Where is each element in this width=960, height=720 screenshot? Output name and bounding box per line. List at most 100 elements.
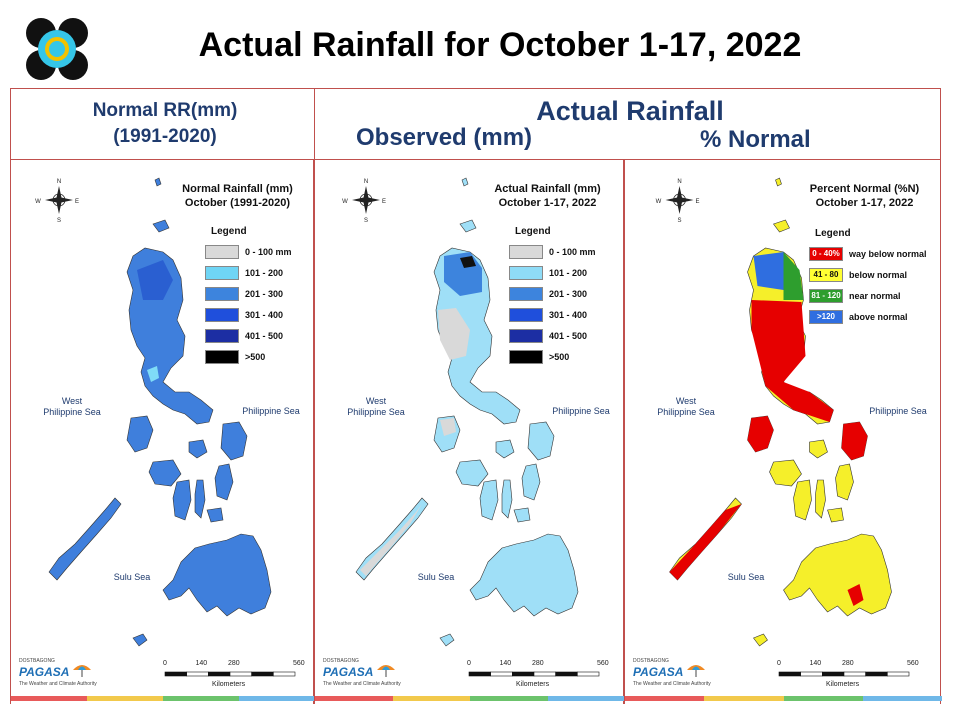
island-mindoro: [126, 415, 154, 453]
legend-title: Legend: [815, 228, 851, 239]
shade-dry-mindoro: [440, 418, 456, 436]
philippines-map: N S E W: [656, 177, 892, 647]
legend-item: >500: [205, 347, 265, 367]
compass-n: N: [677, 179, 681, 185]
legend-swatch: [509, 287, 543, 301]
legend-swatch: [509, 266, 543, 280]
island-samar: [527, 421, 555, 461]
scale-unit-label: Kilometers: [212, 681, 246, 688]
legend-item: 301 - 400: [205, 305, 283, 325]
legend-title: Legend: [515, 226, 551, 237]
sea-label-south: Sulu Sea: [113, 572, 151, 582]
shade-dry-luzon: [438, 308, 470, 360]
color-bar-segment: [11, 696, 87, 701]
compass-w: W: [35, 199, 41, 205]
sea-label-south: Sulu Sea: [727, 572, 765, 582]
scale-tick-label: 560: [293, 660, 305, 667]
island-negros: [172, 479, 192, 521]
shade-way-below-mindoro: [747, 416, 774, 452]
shade-max: [460, 256, 476, 268]
compass-n: N: [364, 179, 368, 185]
legend-swatch: [205, 308, 239, 322]
umbrella-icon: [73, 665, 91, 677]
compass-rose-icon: N S E W: [656, 179, 700, 224]
color-bar-segment: [625, 696, 705, 701]
island-panay: [455, 459, 489, 487]
footer-color-bar: [315, 696, 625, 701]
color-bar-segment: [392, 696, 470, 701]
scale-tick-label: 0: [777, 660, 781, 667]
compass-s: S: [364, 218, 368, 224]
legend-item: 201 - 300: [509, 284, 587, 304]
legend-item: >500: [509, 347, 569, 367]
island-leyte: [214, 463, 234, 501]
compass-e: E: [695, 199, 699, 205]
map-title-line1: Normal Rainfall (mm): [182, 183, 293, 195]
sea-label-west: West Philippine Sea: [43, 396, 101, 417]
island-panay: [148, 459, 182, 487]
dost-label: DOST: [323, 658, 337, 664]
legend-label: 401 - 500: [245, 331, 284, 341]
legend-item: 401 - 500: [205, 326, 283, 346]
island-batanes: [775, 177, 782, 187]
sea-label-south: Sulu Sea: [417, 572, 455, 582]
legend-label: near normal: [849, 291, 901, 301]
bagong-label: BAGONG: [647, 658, 669, 664]
island-cebu: [501, 479, 513, 519]
island-cebu: [194, 479, 206, 519]
legend-swatch: [509, 308, 543, 322]
island-sulu: [439, 633, 455, 647]
compass-w: W: [656, 199, 662, 205]
island-bohol: [206, 507, 224, 523]
legend-label: below normal: [849, 270, 908, 280]
legend-label: 201 - 300: [549, 289, 588, 299]
legend-swatch: [205, 266, 239, 280]
map-panel-observed: N S E W Actual Rainfall (mm) October 1-17, 20…: [314, 160, 625, 704]
color-bar-segment: [470, 696, 548, 701]
scale-tick-label: 280: [532, 660, 544, 667]
island-samar: [220, 421, 248, 461]
map-title-line2: October 1-17, 2022: [815, 197, 914, 209]
color-bar-segment: [315, 696, 393, 701]
legend-swatch: 81 - 120: [809, 289, 843, 303]
scale-bar: [164, 671, 296, 677]
bagong-label: BAGONG: [337, 658, 359, 664]
legend-item: >120 above normal: [809, 307, 908, 327]
scale-unit-label: Kilometers: [516, 681, 550, 688]
color-bar-segment: [163, 696, 239, 701]
legend-swatch: [205, 287, 239, 301]
legend-swatch: [205, 329, 239, 343]
color-bar-segment: [87, 696, 163, 701]
footer-color-bar: [11, 696, 315, 701]
legend-item: 301 - 400: [509, 305, 587, 325]
legend-label: >500: [549, 352, 570, 362]
legend-swatch: 41 - 80: [809, 268, 843, 282]
compass-s: S: [57, 218, 61, 224]
island-bohol: [513, 507, 531, 523]
legend-label: 101 - 200: [245, 268, 284, 278]
shade-above: [753, 252, 784, 290]
island-palawan: [48, 497, 122, 581]
scale-tick-label: 280: [228, 660, 240, 667]
shade-north: [137, 260, 173, 300]
island-babuyan: [152, 219, 170, 233]
pagasa-tagline: The Weather and Climate Authority: [19, 681, 97, 687]
shade-way-below-luzon: [751, 300, 834, 422]
sea-label-east: Philippine Sea: [552, 406, 610, 416]
dost-label: DOST: [19, 658, 33, 664]
shade-way-below-mindanao: [847, 584, 864, 606]
umbrella-icon: [687, 665, 705, 677]
compass-e: E: [75, 199, 79, 205]
map-title-line2: October 1-17, 2022: [498, 197, 597, 209]
bagong-label: BAGONG: [33, 658, 55, 664]
island-babuyan: [773, 219, 790, 233]
legend-label: way below normal: [849, 249, 927, 259]
island-negros: [479, 479, 499, 521]
legend-item: 101 - 200: [205, 263, 283, 283]
compass-n: N: [57, 179, 61, 185]
legend-label: 101 - 200: [549, 268, 588, 278]
legend-item: 0 - 40% way below normal: [809, 244, 927, 264]
umbrella-icon: [377, 665, 395, 677]
pagasa-wordmark: PAGASA: [633, 665, 684, 679]
legend-item: 401 - 500: [509, 326, 587, 346]
